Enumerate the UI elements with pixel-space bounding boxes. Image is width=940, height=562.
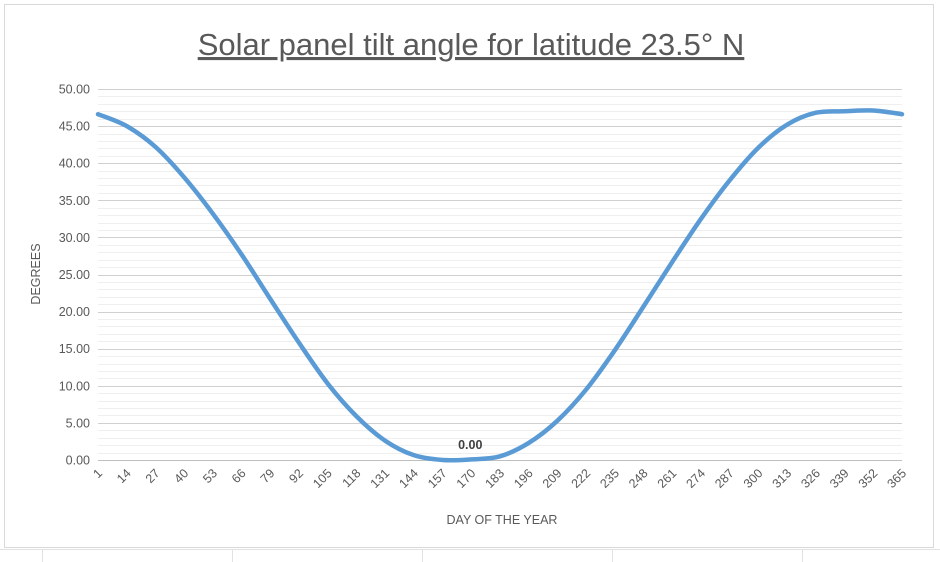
sheet-gridlines-strip	[0, 549, 940, 562]
x-tick-label: 131	[368, 466, 393, 491]
x-tick-label: 40	[172, 466, 192, 486]
x-tick-label: 118	[340, 466, 364, 490]
x-tick-label: 261	[655, 466, 680, 491]
y-axis-label: DEGREES	[29, 243, 43, 304]
x-tick-label: 326	[798, 466, 823, 491]
series-layer	[95, 108, 905, 463]
x-axis-tick-labels: 1 14 27 40 53 66 79 92 105 118 131 144 157 170 183 196 2…	[90, 466, 909, 491]
x-tick-label: 196	[511, 466, 536, 491]
x-tick-label: 222	[569, 466, 594, 491]
x-tick-label: 27	[143, 466, 163, 486]
annotations: 0.00	[458, 438, 482, 452]
x-tick-label: 1	[90, 466, 105, 481]
y-axis-tick-labels: 0.00 5.00 10.00 15.00 20.00 25.00 30.00 35.00 40…	[59, 83, 90, 468]
x-tick-label: 313	[770, 466, 795, 491]
series-line	[95, 108, 905, 463]
y-tick-label: 45.00	[59, 120, 90, 134]
x-tick-label: 352	[856, 466, 881, 491]
y-tick-label: 50.00	[59, 83, 90, 97]
x-tick-label: 79	[258, 466, 278, 486]
line-chart: Solar panel tilt angle for latitude 23.5…	[29, 27, 909, 527]
x-tick-label: 300	[741, 466, 766, 491]
y-tick-label: 40.00	[59, 157, 90, 171]
x-tick-label: 339	[827, 466, 852, 491]
x-tick-label: 287	[712, 466, 737, 491]
y-tick-label: 20.00	[59, 305, 90, 319]
x-tick-label: 274	[683, 466, 708, 491]
x-tick-label: 170	[454, 466, 479, 491]
x-tick-label: 92	[286, 466, 306, 486]
y-tick-label: 25.00	[59, 268, 90, 282]
x-tick-label: 66	[229, 466, 249, 486]
x-tick-label: 14	[114, 466, 134, 486]
x-axis-label: DAY OF THE YEAR	[447, 513, 558, 527]
x-tick-label: 144	[396, 466, 421, 491]
x-tick-label: 53	[200, 466, 220, 486]
y-tick-label: 10.00	[59, 379, 90, 393]
gridlines	[98, 89, 902, 461]
chart-title: Solar panel tilt angle for latitude 23.5…	[198, 27, 745, 62]
x-tick-label: 235	[597, 466, 622, 491]
y-tick-label: 15.00	[59, 342, 90, 356]
y-tick-label: 30.00	[59, 231, 90, 245]
x-tick-label: 248	[626, 466, 651, 491]
x-tick-label: 209	[540, 466, 565, 491]
x-tick-label: 157	[425, 466, 450, 491]
x-tick-label: 183	[482, 466, 507, 491]
x-tick-label: 365	[884, 466, 909, 491]
data-label: 0.00	[458, 438, 482, 452]
y-tick-label: 5.00	[66, 416, 90, 430]
y-tick-label: 35.00	[59, 194, 90, 208]
chart-frame: Solar panel tilt angle for latitude 23.5…	[4, 4, 934, 548]
x-tick-label: 105	[310, 466, 335, 491]
y-tick-label: 0.00	[66, 454, 90, 468]
